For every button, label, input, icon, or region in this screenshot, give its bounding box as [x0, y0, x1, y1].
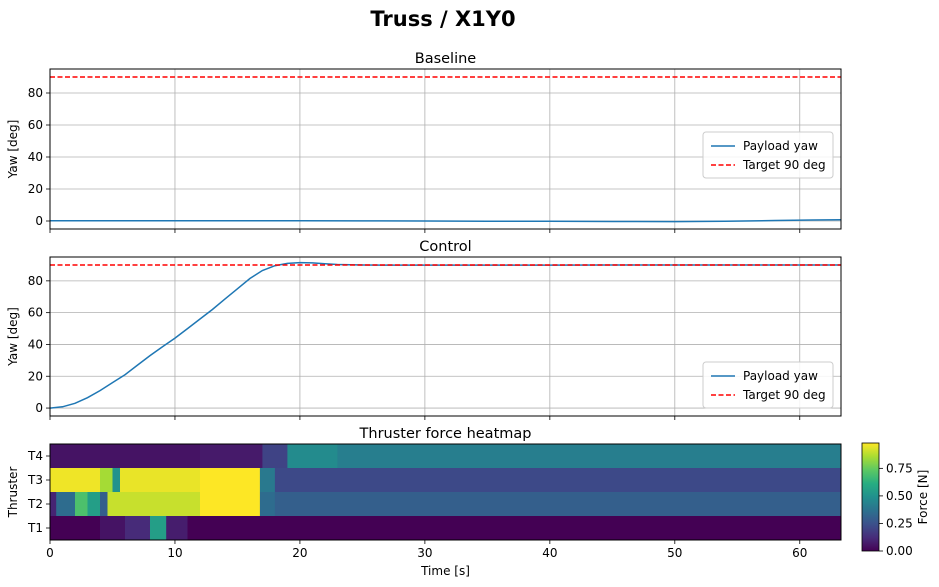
legend-box: [702, 361, 834, 409]
heatmap-cell: [200, 468, 261, 492]
heatmap-cell: [187, 516, 842, 540]
heatmap-cell: [259, 468, 276, 492]
y-tick-label: 60: [28, 118, 43, 132]
axes-frame: [49, 256, 842, 417]
heatmap-cell: [50, 444, 201, 468]
heatmap-cell: [75, 492, 88, 516]
heatmap-cell: [200, 444, 263, 468]
heatmap-cell: [125, 516, 151, 540]
legend-label: Target 90 deg: [742, 388, 826, 402]
x-axis-label: Time [s]: [420, 564, 470, 578]
heatmap-cell: [259, 492, 276, 516]
heatmap-cell: [100, 468, 113, 492]
heatmap-cell: [56, 492, 76, 516]
panel-title: Thruster force heatmap: [359, 426, 532, 442]
y-tick-label: 80: [28, 274, 43, 288]
y-tick-label: 40: [28, 150, 43, 164]
x-tick-label: 0: [46, 546, 54, 560]
y-tick-label: 0: [35, 214, 43, 228]
colorbar-tick-label: 0.00: [886, 544, 913, 558]
heatmap-cell: [120, 468, 201, 492]
axes-frame: [49, 68, 842, 230]
legend-label: Payload yaw: [743, 369, 818, 383]
y-tick-label: 20: [28, 369, 43, 383]
figure-title: Truss / X1Y0: [370, 7, 515, 31]
heatmap-cell: [166, 516, 188, 540]
heatmap-panel: Thruster force heatmap T4 T3 T2 T10 10 20 30 40 5…: [6, 426, 842, 578]
x-tick-label: 30: [417, 546, 432, 560]
heatmap-cell: [100, 516, 126, 540]
heatmap-cell: [50, 468, 101, 492]
y-tick-label: 0: [35, 401, 43, 415]
heatmap-cell: [274, 468, 842, 492]
heatmap-cell: [107, 492, 201, 516]
control-panel: Control 0 20 40 60 80 Yaw [deg] Payload yaw Targ…: [6, 239, 842, 420]
heatmap-cell: [50, 516, 101, 540]
y-axis-label: Yaw [deg]: [6, 120, 20, 180]
y-tick-label: 20: [28, 182, 43, 196]
heatmap-cell: [287, 444, 338, 468]
colorbar-bar: [861, 442, 880, 552]
panel-title: Baseline: [415, 51, 477, 67]
legend-label: Target 90 deg: [742, 158, 826, 172]
heatmap-cell: [262, 444, 288, 468]
colorbar-label: Force [N]: [916, 470, 930, 525]
legend-label: Payload yaw: [743, 139, 818, 153]
x-tick-label: 40: [542, 546, 557, 560]
heatmap-cell: [100, 492, 108, 516]
x-tick-label: 20: [292, 546, 307, 560]
panel-title: Control: [419, 239, 471, 255]
heatmap-cell: [200, 492, 261, 516]
x-tick-label: 50: [667, 546, 682, 560]
y-tick-label: T4: [27, 449, 43, 463]
x-tick-label: 60: [792, 546, 807, 560]
axes-frame: [49, 443, 842, 541]
y-axis-label: Yaw [deg]: [6, 307, 20, 367]
colorbar-tick-label: 0.25: [886, 516, 913, 530]
baseline-panel: Baseline 0 20 40 60 80 Yaw [deg] Payload yaw Tar…: [6, 51, 842, 233]
x-tick-label: 10: [167, 546, 182, 560]
colorbar-tick-label: 0.50: [886, 489, 913, 503]
legend-box: [702, 131, 834, 179]
y-tick-label: T3: [27, 473, 43, 487]
y-tick-label: 60: [28, 306, 43, 320]
y-tick-label: T2: [27, 497, 43, 511]
heatmap-cell: [274, 492, 842, 516]
colorbar-tick-label: 0.75: [886, 461, 913, 475]
heatmap-cell: [150, 516, 167, 540]
y-axis-label: Thruster: [6, 467, 20, 519]
heatmap-cell: [112, 468, 121, 492]
heatmap-cell: [50, 492, 57, 516]
y-tick-label: 80: [28, 86, 43, 100]
heatmap-cell: [87, 492, 101, 516]
heatmap-cell: [337, 444, 842, 468]
y-tick-label: 40: [28, 337, 43, 351]
y-tick-label: T1: [27, 521, 43, 535]
series-line: [50, 218, 842, 223]
